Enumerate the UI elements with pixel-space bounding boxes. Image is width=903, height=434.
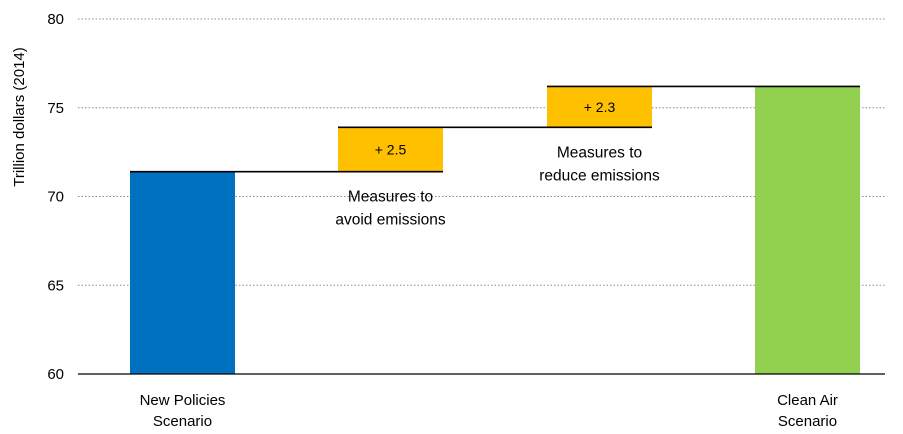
increment-data-label: + 2.3 xyxy=(584,99,616,115)
y-tick-label: 65 xyxy=(47,277,64,294)
step-label-line: Measures to xyxy=(557,144,642,161)
category-label: New Policies Scenario xyxy=(140,392,226,430)
labels: New Policies Scenario + 2.5 Measures to avoi… xyxy=(140,99,838,430)
y-tick-label: 75 xyxy=(47,100,64,117)
bar-increment xyxy=(547,86,652,128)
connectors xyxy=(130,85,860,173)
increment-data-label: + 2.5 xyxy=(375,141,407,157)
y-tick-label: 80 xyxy=(47,11,64,28)
bar-increment xyxy=(338,127,443,172)
category-label-line: Scenario xyxy=(153,413,212,430)
y-tick-label: 60 xyxy=(47,366,64,383)
y-tick-label: 70 xyxy=(47,189,64,206)
bars xyxy=(130,86,860,374)
step-label-line: reduce emissions xyxy=(539,167,660,184)
step-label: Measures to avoid emissions xyxy=(335,189,446,229)
step-label-line: Measures to xyxy=(348,189,433,206)
step-label: Measures to reduce emissions xyxy=(539,144,660,184)
category-label-line: Clean Air xyxy=(777,392,838,409)
bar-clean-air xyxy=(755,86,860,374)
category-label-line: New Policies xyxy=(140,392,226,409)
category-label: Clean Air Scenario xyxy=(777,392,838,430)
y-axis-label: Trillion dollars (2014) xyxy=(11,47,28,187)
step-label-line: avoid emissions xyxy=(335,212,446,229)
category-label-line: Scenario xyxy=(778,413,837,430)
bar-new-policies xyxy=(130,171,235,374)
y-tick-labels: 60 65 70 75 80 xyxy=(47,11,64,383)
